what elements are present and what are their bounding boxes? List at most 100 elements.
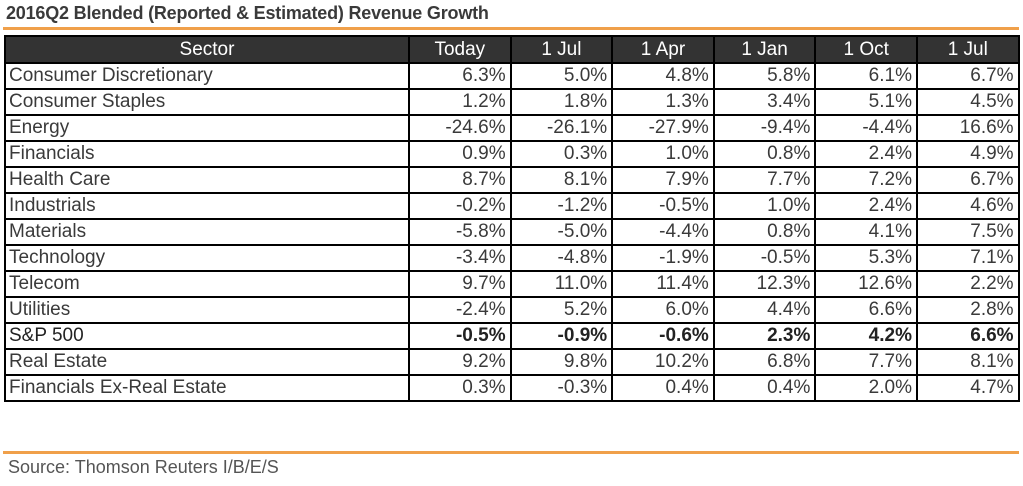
table-header: Sector Today 1 Jul 1 Apr 1 Jan 1 Oct 1 J… — [4, 35, 1020, 64]
growth-value-cell: 4.6% — [915, 192, 1020, 220]
growth-value-cell: 7.9% — [611, 166, 715, 194]
growth-value-cell: -0.5% — [611, 192, 715, 220]
column-header-1-jan: 1 Jan — [712, 35, 817, 64]
sector-name-cell: Health Care — [4, 166, 410, 194]
growth-value-cell: -5.0% — [509, 218, 614, 246]
sector-name-cell: Consumer Discretionary — [4, 62, 410, 90]
growth-value-cell: 2.3% — [712, 322, 817, 350]
growth-value-cell: 6.7% — [915, 166, 1020, 194]
growth-value-cell: 5.8% — [712, 62, 817, 90]
table-row: Telecom 9.7% 11.0% 11.4% 12.3% 12.6% 2.2% — [4, 270, 1020, 298]
growth-value-cell: 0.8% — [712, 140, 817, 168]
growth-value-cell: 1.0% — [712, 192, 817, 220]
column-header-1-jul: 1 Jul — [509, 35, 614, 64]
growth-value-cell: 6.0% — [611, 296, 715, 324]
growth-value-cell: 6.6% — [915, 322, 1020, 350]
growth-value-cell: 0.3% — [509, 140, 614, 168]
column-header-1-oct: 1 Oct — [814, 35, 918, 64]
growth-value-cell: 5.0% — [509, 62, 614, 90]
growth-value-cell: -3.4% — [408, 244, 512, 272]
growth-value-cell: 2.2% — [915, 270, 1020, 298]
growth-value-cell: 9.7% — [408, 270, 512, 298]
growth-value-cell: 0.9% — [408, 140, 512, 168]
growth-value-cell: 6.8% — [712, 348, 817, 376]
growth-value-cell: 4.7% — [915, 374, 1020, 402]
sector-name-cell: S&P 500 — [4, 322, 410, 350]
growth-value-cell: -24.6% — [408, 114, 512, 142]
table-row: Financials Ex-Real Estate 0.3% -0.3% 0.4% 0.… — [4, 374, 1020, 402]
growth-value-cell: 1.0% — [611, 140, 715, 168]
table-row: Financials 0.9% 0.3% 1.0% 0.8% 2.4% 4.9% — [4, 140, 1020, 168]
table-row: Real Estate 9.2% 9.8% 10.2% 6.8% 7.7% 8.1% — [4, 348, 1020, 376]
growth-value-cell: 6.3% — [408, 62, 512, 90]
growth-value-cell: 4.9% — [915, 140, 1020, 168]
sector-name-cell: Financials Ex-Real Estate — [4, 374, 410, 402]
sector-name-cell: Real Estate — [4, 348, 410, 376]
growth-value-cell: 7.7% — [712, 166, 817, 194]
sector-name-cell: Energy — [4, 114, 410, 142]
growth-value-cell: 6.7% — [915, 62, 1020, 90]
growth-value-cell: 4.2% — [814, 322, 918, 350]
header-row: Sector Today 1 Jul 1 Apr 1 Jan 1 Oct 1 J… — [4, 35, 1020, 64]
growth-value-cell: -2.4% — [408, 296, 512, 324]
sector-name-cell: Industrials — [4, 192, 410, 220]
growth-value-cell: -4.4% — [814, 114, 918, 142]
column-header-1-jul-prior: 1 Jul — [915, 35, 1020, 64]
growth-value-cell: -4.4% — [611, 218, 715, 246]
growth-value-cell: 1.2% — [408, 88, 512, 116]
growth-value-cell: 9.8% — [509, 348, 614, 376]
growth-value-cell: -26.1% — [509, 114, 614, 142]
bottom-accent-rule — [3, 451, 1019, 454]
growth-value-cell: 4.1% — [814, 218, 918, 246]
growth-value-cell: 4.5% — [915, 88, 1020, 116]
growth-value-cell: 2.8% — [915, 296, 1020, 324]
growth-value-cell: 12.6% — [814, 270, 918, 298]
growth-value-cell: 2.0% — [814, 374, 918, 402]
sector-name-cell: Materials — [4, 218, 410, 246]
sector-name-cell: Technology — [4, 244, 410, 272]
growth-value-cell: 8.7% — [408, 166, 512, 194]
growth-value-cell: 3.4% — [712, 88, 817, 116]
growth-value-cell: -0.9% — [509, 322, 614, 350]
growth-value-cell: 8.1% — [915, 348, 1020, 376]
growth-value-cell: -5.8% — [408, 218, 512, 246]
sector-name-cell: Consumer Staples — [4, 88, 410, 116]
table-row: Utilities -2.4% 5.2% 6.0% 4.4% 6.6% 2.8% — [4, 296, 1020, 324]
growth-value-cell: -1.2% — [509, 192, 614, 220]
table-row: Health Care 8.7% 8.1% 7.9% 7.7% 7.2% 6.7% — [4, 166, 1020, 194]
table-body: Consumer Discretionary 6.3% 5.0% 4.8% 5.8% 6.… — [4, 62, 1020, 402]
growth-value-cell: 8.1% — [509, 166, 614, 194]
growth-value-cell: -4.8% — [509, 244, 614, 272]
source-note: Source: Thomson Reuters I/B/E/S — [8, 457, 279, 477]
growth-value-cell: -0.5% — [712, 244, 817, 272]
growth-value-cell: -27.9% — [611, 114, 715, 142]
growth-value-cell: 7.5% — [915, 218, 1020, 246]
growth-value-cell: 5.3% — [814, 244, 918, 272]
column-header-today: Today — [408, 35, 512, 64]
growth-value-cell: 4.4% — [712, 296, 817, 324]
growth-value-cell: 6.6% — [814, 296, 918, 324]
table-row: Industrials -0.2% -1.2% -0.5% 1.0% 2.4% 4.6% — [4, 192, 1020, 220]
growth-value-cell: -0.3% — [509, 374, 614, 402]
report-title: 2016Q2 Blended (Reported & Estimated) Re… — [6, 3, 489, 23]
column-header-sector: Sector — [4, 35, 410, 64]
growth-value-cell: 5.2% — [509, 296, 614, 324]
table-row: Consumer Discretionary 6.3% 5.0% 4.8% 5.8% 6.… — [4, 62, 1020, 90]
growth-value-cell: 2.4% — [814, 192, 918, 220]
table-row: Materials -5.8% -5.0% -4.4% 0.8% 4.1% 7.5% — [4, 218, 1020, 246]
table-row: Consumer Staples 1.2% 1.8% 1.3% 3.4% 5.1% 4.5% — [4, 88, 1020, 116]
growth-value-cell: 6.1% — [814, 62, 918, 90]
growth-value-cell: 11.0% — [509, 270, 614, 298]
table-row: Energy -24.6% -26.1% -27.9% -9.4% -4.4% 16.6% — [4, 114, 1020, 142]
top-accent-rule — [3, 27, 1019, 30]
growth-value-cell: 7.7% — [814, 348, 918, 376]
growth-value-cell: 5.1% — [814, 88, 918, 116]
revenue-growth-table: Sector Today 1 Jul 1 Apr 1 Jan 1 Oct 1 J… — [4, 35, 1020, 402]
growth-value-cell: 11.4% — [611, 270, 715, 298]
growth-value-cell: 1.3% — [611, 88, 715, 116]
table-row: S&P 500 -0.5% -0.9% -0.6% 2.3% 4.2% 6.6% — [4, 322, 1020, 350]
growth-value-cell: 2.4% — [814, 140, 918, 168]
growth-value-cell: 0.8% — [712, 218, 817, 246]
growth-value-cell: -0.5% — [408, 322, 512, 350]
growth-value-cell: 7.1% — [915, 244, 1020, 272]
